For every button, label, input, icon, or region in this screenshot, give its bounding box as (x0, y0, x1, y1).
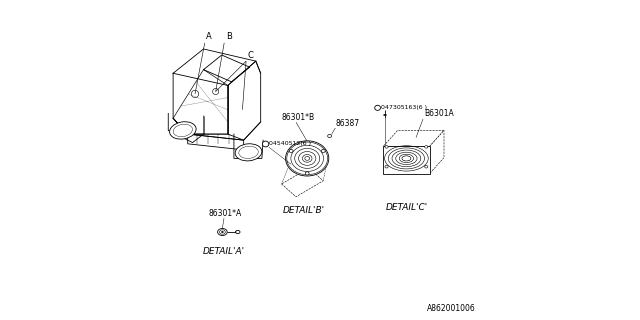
Text: B: B (226, 32, 232, 41)
Text: A: A (206, 32, 212, 41)
Text: S: S (264, 141, 267, 147)
Text: B6301A: B6301A (424, 109, 454, 118)
Text: DETAIL'C': DETAIL'C' (385, 203, 428, 212)
Polygon shape (429, 130, 444, 173)
Ellipse shape (262, 141, 269, 147)
Text: 04540512(6 ): 04540512(6 ) (269, 141, 312, 147)
Text: 86301*A: 86301*A (209, 209, 242, 218)
Text: A862001006: A862001006 (428, 304, 476, 313)
Ellipse shape (218, 228, 227, 236)
Ellipse shape (220, 230, 225, 234)
Ellipse shape (321, 149, 325, 152)
Ellipse shape (191, 90, 198, 98)
Ellipse shape (236, 230, 240, 234)
Text: 86387: 86387 (336, 119, 360, 128)
Text: 047305163(6 ): 047305163(6 ) (381, 105, 428, 110)
Text: DETAIL'A': DETAIL'A' (203, 247, 245, 256)
Ellipse shape (425, 146, 428, 148)
Ellipse shape (375, 105, 380, 110)
Ellipse shape (385, 146, 388, 148)
Ellipse shape (285, 141, 329, 176)
Ellipse shape (173, 124, 193, 137)
Polygon shape (383, 130, 444, 147)
Ellipse shape (221, 231, 223, 233)
Text: C: C (248, 51, 253, 60)
Text: S: S (376, 105, 379, 110)
Ellipse shape (170, 122, 196, 139)
Ellipse shape (289, 149, 293, 152)
Ellipse shape (385, 165, 388, 168)
Ellipse shape (235, 144, 262, 161)
Ellipse shape (425, 165, 428, 168)
Ellipse shape (239, 146, 258, 158)
Ellipse shape (305, 172, 309, 175)
Ellipse shape (402, 156, 411, 161)
Text: 86301*B: 86301*B (281, 113, 314, 122)
Polygon shape (383, 147, 429, 173)
Ellipse shape (212, 88, 219, 95)
Ellipse shape (328, 134, 332, 138)
Text: DETAIL'B': DETAIL'B' (283, 206, 325, 215)
Polygon shape (282, 168, 323, 197)
